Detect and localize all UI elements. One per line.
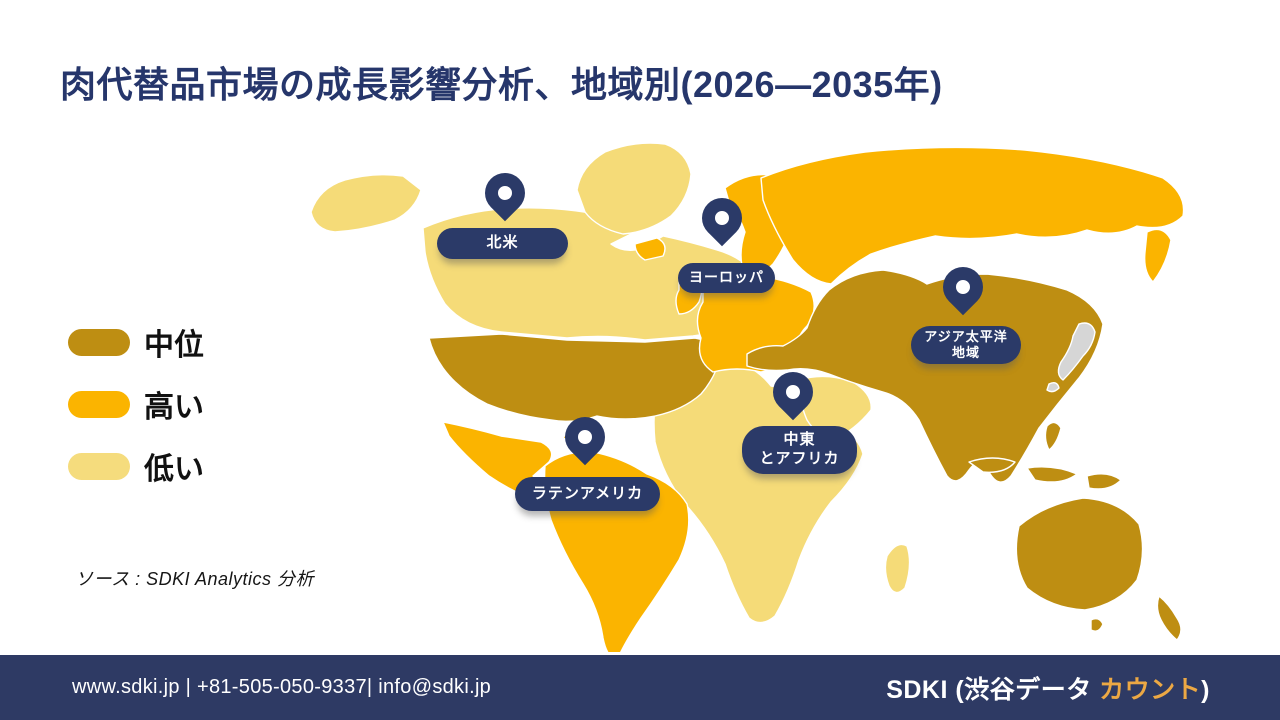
source-note: ソース : SDKI Analytics 分析 — [75, 569, 314, 589]
map-label-text: アジア太平洋 — [924, 328, 1008, 344]
region-greenland — [576, 142, 692, 235]
legend-swatch-low — [68, 452, 130, 480]
map-label-middle-east-africa: 中東 とアフリカ — [742, 426, 857, 474]
map-label-asia-pacific: アジア太平洋 地域 — [911, 326, 1021, 364]
map-label-text: 中東 — [783, 431, 816, 449]
legend-item-high: 高い — [68, 382, 204, 426]
legend-swatch-medium — [68, 328, 130, 356]
region-new-guinea — [1086, 473, 1122, 490]
region-australia — [1015, 497, 1144, 611]
footer-brand-suffix: ) — [1201, 675, 1210, 704]
footer-brand-prefix: SDKI (渋谷データ — [886, 675, 1100, 704]
map-label-text: ヨーロッパ — [689, 269, 764, 286]
map-label-text: 地域 — [951, 345, 980, 360]
region-kamchatka — [1143, 228, 1172, 283]
region-indonesia-west — [968, 457, 1016, 473]
region-indonesia-east — [1026, 466, 1078, 483]
map-label-latin-america: ラテンアメリカ — [515, 477, 660, 511]
map-label-north-america: 北米 — [437, 228, 568, 259]
legend-swatch-high — [68, 390, 130, 418]
region-madagascar — [884, 543, 911, 594]
footer-contact-info: www.sdki.jp | +81-505-050-9337| info@sdk… — [72, 676, 492, 698]
map-label-text: ラテンアメリカ — [531, 484, 644, 502]
map-label-text: 北米 — [486, 234, 519, 252]
footer-bar: www.sdki.jp | +81-505-050-9337| info@sdk… — [0, 655, 1280, 720]
region-new-zealand — [1156, 595, 1182, 641]
page-title: 肉代替品市場の成長影響分析、地域別(2026—2035年) — [60, 64, 943, 105]
region-russia — [760, 146, 1185, 285]
legend-label-high: 高い — [144, 391, 204, 424]
legend-label-low: 低い — [144, 453, 204, 486]
region-usa — [428, 333, 722, 423]
region-asia — [746, 269, 1104, 483]
map-label-europe: ヨーロッパ — [678, 263, 775, 293]
region-alaska — [310, 173, 422, 233]
region-japan — [1057, 322, 1096, 381]
footer-brand: SDKI (渋谷データ カウント) — [886, 670, 1210, 706]
map-label-text: とアフリカ — [759, 450, 840, 467]
region-iceland — [634, 237, 666, 261]
legend-label-medium: 中位 — [144, 329, 204, 362]
legend: 中位 高い 低い — [68, 320, 204, 506]
region-tasmania — [1090, 617, 1104, 632]
legend-item-low: 低い — [68, 444, 204, 488]
footer-brand-highlight: カウント — [1099, 675, 1202, 704]
legend-item-medium: 中位 — [68, 320, 204, 364]
region-japan-south-island — [1046, 381, 1060, 393]
region-philippines — [1044, 421, 1062, 451]
